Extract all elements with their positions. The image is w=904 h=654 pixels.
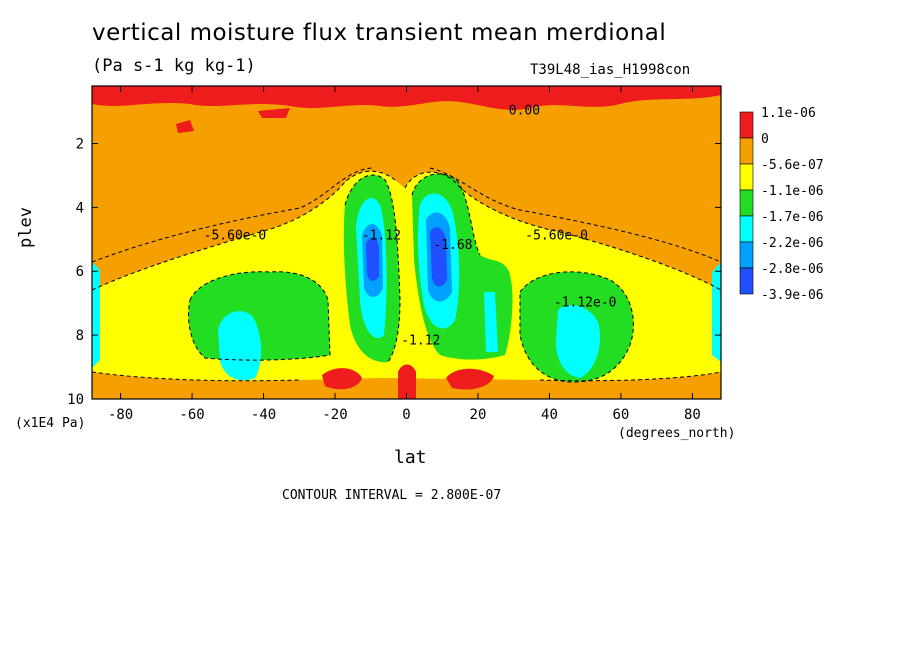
x-tick-label: -60: [179, 407, 204, 423]
chart-title: vertical moisture flux transient mean me…: [92, 20, 667, 46]
contour-label: -1.12e-0: [554, 295, 617, 310]
contour-label: -1.12: [362, 228, 401, 243]
fill-red-top-blob2: [258, 108, 290, 118]
colorbar-label: -5.6e-07: [761, 158, 824, 173]
x-tick-label: -20: [322, 407, 347, 423]
colorbar-swatch: [739, 111, 754, 139]
contour-label: -1.12: [401, 334, 440, 349]
x-ticks: -80 -60 -40 -20 0 20 40 60 80: [108, 86, 701, 423]
contour-interval: CONTOUR INTERVAL = 2.800E-07: [282, 488, 502, 503]
x-tick-label: -80: [108, 407, 133, 423]
contour-lines: [92, 167, 721, 383]
y-tick-label: 2: [76, 136, 84, 152]
colorbar-swatch: [739, 189, 754, 217]
x-axis-units: (degrees_north): [618, 426, 736, 441]
contour-label: -5.60e-0: [525, 228, 588, 243]
y-ticks: 2 4 6 8 10: [67, 136, 721, 408]
fill-darkblue-center: [366, 227, 447, 287]
y-tick-label: 10: [67, 392, 84, 408]
colorbar-label: 0: [761, 132, 769, 147]
fill-blue-center: [362, 212, 452, 302]
fill-red-surface-center: [398, 364, 416, 399]
colorbar-label: -1.1e-06: [761, 184, 824, 199]
fill-red-surface-right: [446, 368, 494, 390]
fill-red-top: [92, 86, 721, 110]
y-tick-label: 8: [76, 328, 84, 344]
fill-cyan-right: [555, 305, 600, 378]
fill-red-surface-left: [322, 368, 362, 390]
colorbar-label: 1.1e-06: [761, 106, 816, 121]
colorbar-swatch: [739, 241, 754, 269]
x-tick-label: 0: [402, 407, 410, 423]
chart-units: (Pa s-1 kg kg-1): [92, 56, 256, 76]
colorbar-label: -1.7e-06: [761, 210, 824, 225]
contour-label: 0.00: [509, 104, 540, 119]
colorbar: 1.1e-06 0 -5.6e-07 -1.1e-06 -1.7e-06 -2.2e-06…: [739, 106, 824, 303]
colorbar-swatch: [739, 163, 754, 191]
colorbar-swatch: [739, 215, 754, 243]
contour-labels: 0.00 -5.60e-0 -5.60e-0 -1.12e-0 -1.68 -1.12 -1…: [204, 104, 617, 349]
fill-cyan-left: [218, 311, 262, 381]
run-label: T39L48_ias_H1998con: [530, 62, 691, 78]
y-tick-label: 4: [76, 200, 84, 216]
contour-label: -5.60e-0: [204, 228, 267, 243]
colorbar-label: -2.2e-06: [761, 236, 824, 251]
colorbar-swatch: [739, 137, 754, 165]
colorbar-label: -3.9e-06: [761, 288, 824, 303]
fill-red-top-blob: [176, 120, 194, 133]
colorbar-label: -2.8e-06: [761, 262, 824, 277]
fill-edge-left: [92, 262, 100, 368]
colorbar-swatch: [739, 267, 754, 295]
fill-edge-right: [712, 262, 721, 362]
x-axis-label: lat: [394, 447, 427, 468]
contour-fill-group: [92, 86, 721, 399]
x-tick-label: 80: [684, 407, 701, 423]
x-tick-label: -40: [251, 407, 276, 423]
fill-cyan-center: [356, 193, 498, 352]
x-tick-label: 20: [470, 407, 487, 423]
contour-label: -1.68: [433, 238, 472, 253]
y-axis-units: (x1E4 Pa): [15, 416, 86, 431]
x-tick-label: 40: [541, 407, 558, 423]
x-tick-label: 60: [613, 407, 630, 423]
y-tick-label: 6: [76, 264, 84, 280]
